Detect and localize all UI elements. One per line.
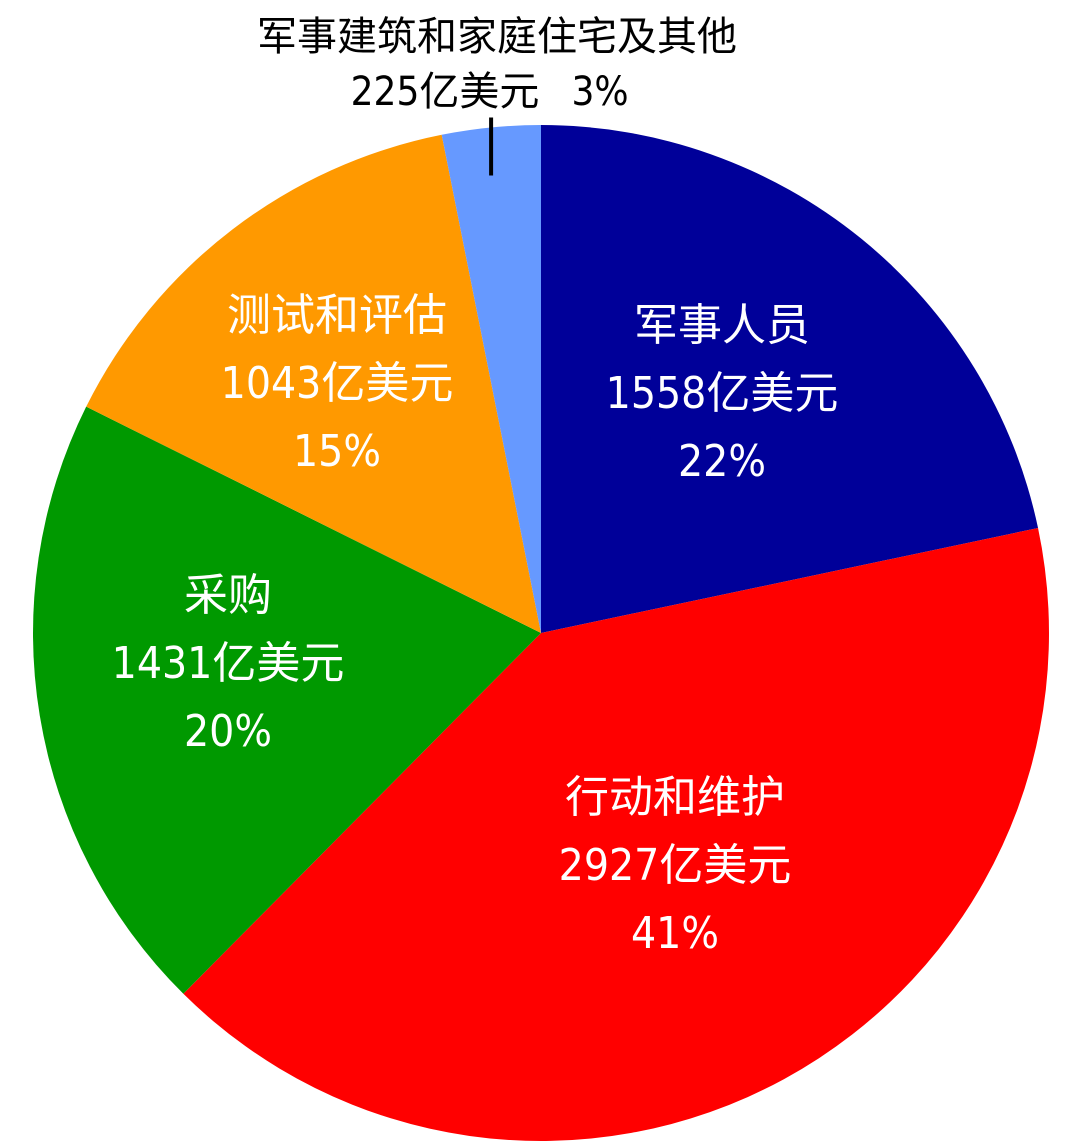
slice-name-label: 军事人员 — [634, 300, 810, 351]
pie-slice — [86, 134, 542, 634]
pie-slice — [183, 528, 1049, 1142]
slice-percent-label: 22% — [678, 436, 766, 487]
slice-name-label: 军事建筑和家庭住宅及其他 — [257, 14, 737, 60]
slice-value-label: 1431亿美元 — [112, 638, 345, 689]
slice-name-label: 测试和评估 — [227, 290, 447, 341]
slice-value-label: 1558亿美元 — [606, 368, 839, 419]
slice-value-label: 1043亿美元 — [221, 358, 454, 409]
pie-slice — [441, 124, 541, 633]
pie-slice — [541, 125, 1039, 633]
slice-value-label: 2927亿美元 — [559, 840, 792, 891]
slice-percent-label: 15% — [293, 426, 381, 477]
slice-name-label: 行动和维护 — [565, 772, 785, 823]
slice-percent-label: 3% — [571, 69, 628, 115]
pie-slices — [32, 124, 1049, 1142]
pie-slice — [32, 406, 541, 994]
pie-labels: 军事人员 1558亿美元 22% 行动和维护 2927亿美元 41% 采购 1431亿美元 20… — [112, 14, 839, 959]
slice-value-label: 225亿美元 — [351, 69, 540, 115]
slice-percent-label: 20% — [184, 706, 272, 757]
slice-percent-label: 41% — [631, 908, 719, 959]
slice-name-label: 采购 — [184, 570, 272, 621]
